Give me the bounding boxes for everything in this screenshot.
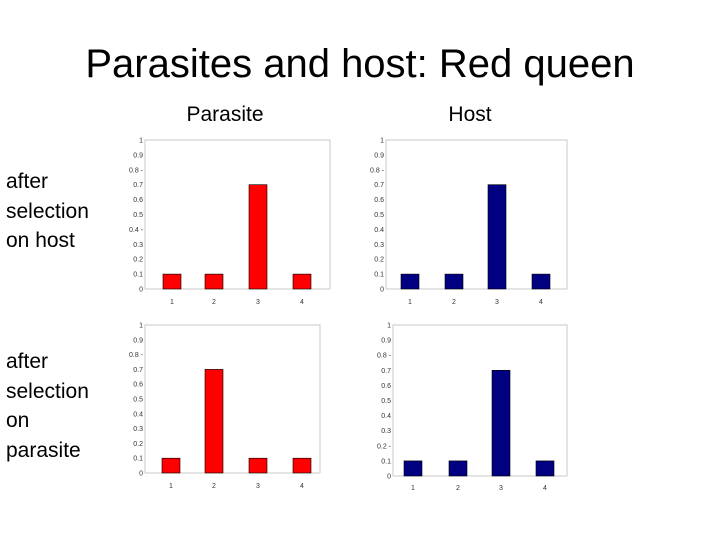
y-tick-label: 0 — [380, 287, 384, 294]
y-tick-label: 0.3 — [374, 242, 384, 249]
row-label-line: on — [6, 409, 30, 432]
y-tick-label: 0.9 — [133, 337, 143, 344]
row-label-line: parasite — [6, 438, 81, 462]
bar-4 — [292, 273, 312, 290]
x-tick-label: 2 — [212, 483, 216, 490]
x-tick-label: 1 — [170, 299, 174, 306]
x-tick-label: 3 — [499, 485, 503, 492]
bar-4 — [535, 460, 555, 477]
y-tick-label: 0.5 — [133, 212, 143, 219]
x-tick-label: 3 — [495, 299, 499, 306]
bar-2 — [204, 273, 224, 290]
bar-3 — [487, 184, 507, 290]
y-tick-label: 0.5 — [133, 397, 143, 404]
y-tick-label: 0.4 — [374, 227, 384, 234]
y-tick-label: 0.2 — [374, 257, 384, 264]
y-tick-label: 0.6 — [374, 197, 384, 204]
y-tick-label: 0.4 - — [129, 227, 144, 234]
y-tick-label: 0.9 — [374, 152, 384, 159]
y-tick-label: 0.1 — [133, 456, 143, 463]
plot-frame — [144, 324, 321, 473]
plot-frame — [385, 139, 568, 289]
bar-3 — [248, 184, 268, 290]
y-tick-label: 0 — [139, 287, 143, 294]
x-tick-label: 3 — [256, 483, 260, 490]
y-tick-label: 0.7 — [374, 182, 384, 189]
x-tick-label: 2 — [212, 299, 216, 306]
y-tick-label: 0.5 — [381, 398, 391, 405]
plot-frame — [144, 139, 331, 289]
y-tick-label: 0.2 — [133, 257, 143, 264]
y-tick-label: 1 — [387, 323, 391, 330]
y-tick-label: 0.9 — [381, 338, 391, 345]
y-tick-label: 0.6 — [133, 197, 143, 204]
y-tick-label: 0.1 — [374, 272, 384, 279]
row-label-line: selection — [6, 199, 89, 223]
y-tick-label: 0.7 — [133, 182, 143, 189]
bar-1 — [162, 273, 182, 290]
x-tick-label: 1 — [169, 483, 173, 490]
row-label-line: after — [6, 170, 49, 193]
x-tick-label: 4 — [300, 483, 304, 490]
y-tick-label: 0.1 — [381, 458, 391, 465]
row-label-after-selection-on-host: after selection on host — [6, 167, 116, 256]
bar-4 — [531, 273, 551, 290]
row-label-line: on host — [6, 229, 75, 252]
bar-1 — [403, 460, 423, 477]
x-tick-label: 2 — [456, 485, 460, 492]
y-tick-label: 0.9 — [133, 152, 143, 159]
x-tick-label: 1 — [411, 485, 415, 492]
slide-title: Parasites and host: Red queen — [85, 42, 635, 86]
y-tick-label: 1 — [139, 138, 143, 145]
bar-3 — [491, 369, 511, 477]
row-label-line: after — [6, 350, 49, 373]
y-tick-label: 0.7 — [133, 367, 143, 374]
x-tick-label: 1 — [408, 299, 412, 306]
y-tick-label: 0.1 — [133, 272, 143, 279]
y-tick-label: 0.6 — [381, 383, 391, 390]
y-tick-label: 0.2 — [133, 441, 143, 448]
y-tick-label: 1 — [139, 323, 143, 330]
y-tick-label: 0.7 — [381, 368, 391, 375]
x-tick-label: 4 — [539, 299, 543, 306]
y-tick-label: 0.3 — [133, 426, 143, 433]
column-label-parasite: Parasite — [186, 103, 264, 126]
y-tick-label: 0.6 — [133, 382, 143, 389]
y-tick-label: 0.3 — [133, 242, 143, 249]
bar-1 — [161, 457, 181, 474]
y-tick-label: 0.8 - — [377, 353, 392, 360]
y-tick-label: 0.5 — [374, 212, 384, 219]
row-label-after-selection-on-parasite: after selection on parasite — [6, 347, 116, 465]
y-tick-label: 0.8 - — [129, 167, 144, 174]
plot-frame — [392, 324, 568, 476]
y-tick-label: 0.8 - — [370, 167, 385, 174]
bar-2 — [448, 460, 468, 477]
y-tick-label: 0.4 — [133, 411, 143, 418]
y-tick-label: 0 — [387, 474, 391, 481]
bar-3 — [248, 457, 268, 474]
row-label-line: selection — [6, 379, 89, 403]
y-tick-label: 0.8 - — [129, 352, 144, 359]
y-tick-label: 0.2 - — [377, 443, 392, 450]
x-tick-label: 4 — [543, 485, 547, 492]
bar-1 — [400, 273, 420, 290]
bar-2 — [204, 369, 224, 474]
x-tick-label: 4 — [300, 299, 304, 306]
bar-4 — [292, 457, 312, 474]
y-tick-label: 0.3 — [381, 428, 391, 435]
x-tick-label: 3 — [256, 299, 260, 306]
bar-2 — [444, 273, 464, 290]
x-tick-label: 2 — [452, 299, 456, 306]
y-tick-label: 1 — [380, 138, 384, 145]
y-tick-label: 0.4 — [381, 413, 391, 420]
y-tick-label: 0 — [139, 471, 143, 478]
column-label-host: Host — [448, 103, 492, 126]
